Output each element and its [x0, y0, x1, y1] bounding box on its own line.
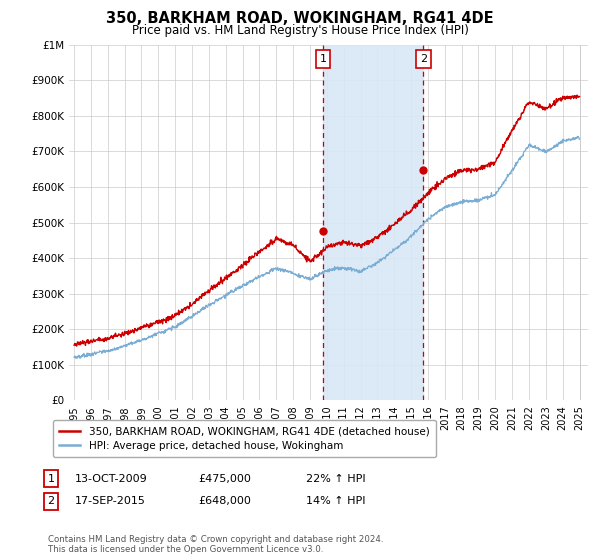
Text: 14% ↑ HPI: 14% ↑ HPI [306, 496, 365, 506]
Text: 22% ↑ HPI: 22% ↑ HPI [306, 474, 365, 484]
Bar [323, 45, 423, 400]
Legend: 350, BARKHAM ROAD, WOKINGHAM, RG41 4DE (detached house), HPI: Average price, det: 350, BARKHAM ROAD, WOKINGHAM, RG41 4DE (… [53, 420, 436, 457]
Text: 2: 2 [47, 496, 55, 506]
Text: Contains HM Land Registry data © Crown copyright and database right 2024.
This d: Contains HM Land Registry data © Crown c… [48, 535, 383, 554]
Text: Price paid vs. HM Land Registry's House Price Index (HPI): Price paid vs. HM Land Registry's House … [131, 24, 469, 36]
Text: 1: 1 [47, 474, 55, 484]
Text: 17-SEP-2015: 17-SEP-2015 [75, 496, 146, 506]
Text: £648,000: £648,000 [198, 496, 251, 506]
Text: 13-OCT-2009: 13-OCT-2009 [75, 474, 148, 484]
Text: 2: 2 [419, 54, 427, 64]
Text: £475,000: £475,000 [198, 474, 251, 484]
Text: 1: 1 [320, 54, 326, 64]
Text: 350, BARKHAM ROAD, WOKINGHAM, RG41 4DE: 350, BARKHAM ROAD, WOKINGHAM, RG41 4DE [106, 11, 494, 26]
